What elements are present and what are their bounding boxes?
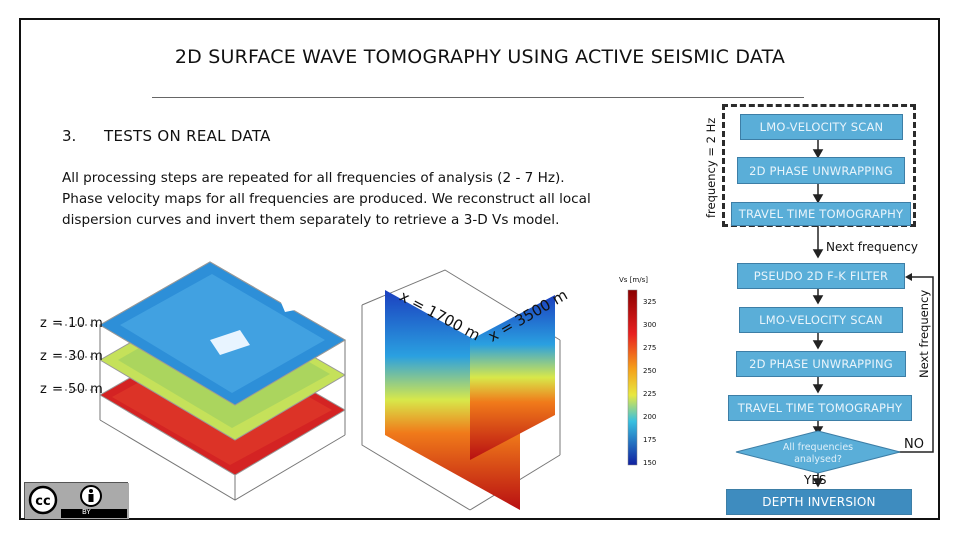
cc-by-text: BY <box>82 508 91 516</box>
description-paragraph: All processing steps are repeated for al… <box>62 168 662 231</box>
colorbar-tick: 275 <box>643 344 657 352</box>
colorbar-title: Vs [m/s] <box>619 276 648 284</box>
decision-yes-label: YES <box>804 473 827 487</box>
colorbar-tick: 225 <box>643 390 657 398</box>
cc-by-license-badge: cc BY <box>24 482 129 519</box>
loop-next-frequency-label: Next frequency <box>917 289 931 378</box>
colorbar-tick: 150 <box>643 459 657 467</box>
paragraph-line: Phase velocity maps for all frequencies … <box>62 191 591 207</box>
decision-all-frequencies: All frequencies analysed? <box>782 442 854 465</box>
colorbar-tick: 325 <box>643 298 657 306</box>
depth-label: z = 30 m <box>40 349 104 364</box>
step-pseudo-2d-fk-filter: PSEUDO 2D F-K FILTER <box>737 263 905 289</box>
colorbar-tick: 300 <box>643 321 657 329</box>
section-title: TESTS ON REAL DATA <box>104 127 271 145</box>
svg-text:cc: cc <box>35 494 50 509</box>
paragraph-line: dispersion curves and invert them separa… <box>62 212 560 228</box>
step-lmo-velocity-scan: LMO-VELOCITY SCAN <box>740 114 903 140</box>
step-2d-phase-unwrapping: 2D PHASE UNWRAPPING <box>737 157 905 184</box>
section-number: 3. <box>62 127 77 145</box>
depth-label: z = 10 m <box>40 316 104 331</box>
paragraph-line: All processing steps are repeated for al… <box>62 170 565 186</box>
colorbar-tick: 250 <box>643 367 657 375</box>
slide-title: 2D SURFACE WAVE TOMOGRAPHY USING ACTIVE … <box>174 46 786 68</box>
cc-icon: cc <box>25 483 129 519</box>
next-frequency-label: Next frequency <box>826 240 918 254</box>
step-travel-time-tomography-2: TRAVEL TIME TOMOGRAPHY <box>728 395 912 421</box>
decision-no-label: NO <box>904 437 924 452</box>
title-divider <box>152 97 804 98</box>
depth-label: z = 50 m <box>40 382 104 397</box>
step-lmo-velocity-scan-2: LMO-VELOCITY SCAN <box>739 307 903 333</box>
step-2d-phase-unwrapping-2: 2D PHASE UNWRAPPING <box>736 351 906 377</box>
slide-frame <box>19 18 940 520</box>
colorbar-tick: 200 <box>643 413 657 421</box>
colorbar-tick: 175 <box>643 436 657 444</box>
step-depth-inversion: DEPTH INVERSION <box>726 489 912 515</box>
step-travel-time-tomography: TRAVEL TIME TOMOGRAPHY <box>731 202 911 226</box>
